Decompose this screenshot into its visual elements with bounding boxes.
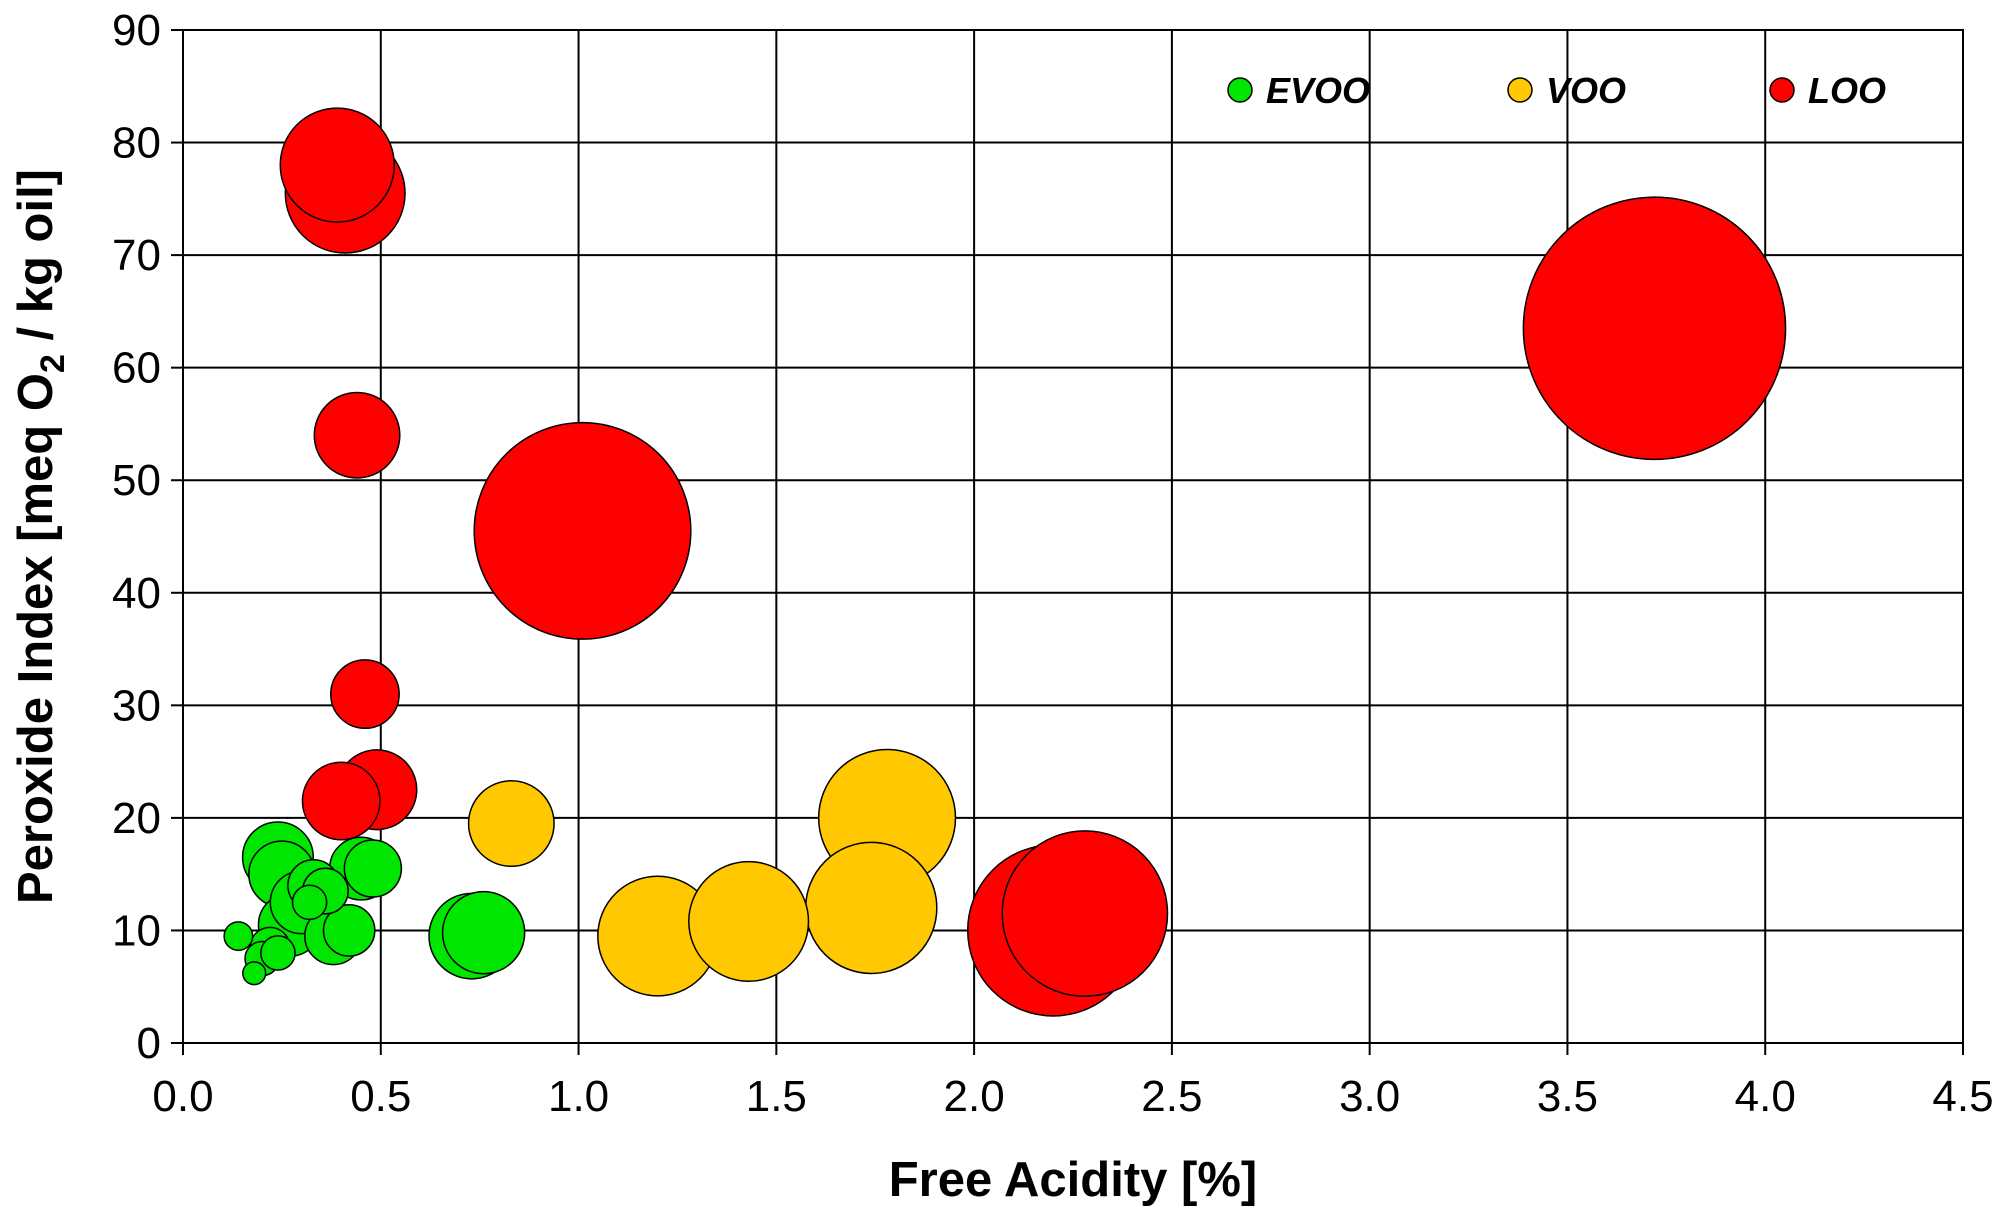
axis-ticks: 0.0 0.5 1.0 1.5 2.0 2.5 3.0 3.5 4.0 4.5 0 10 20 30 40 5… [112,6,1994,1121]
x-tick-label: 1.0 [548,1072,609,1121]
voo-bubble [688,860,810,983]
series-loo [279,107,1787,1017]
loo-bubble [330,659,400,730]
y-tick-label: 80 [112,119,161,168]
legend-label-voo: VOO [1546,70,1626,111]
bubbles [223,107,1787,1017]
y-axis-title-part-2: / kg oil] [9,169,63,354]
x-tick-label: 2.5 [1141,1072,1202,1121]
y-axis-title-part-1: Peroxide Index [meq O [9,373,63,904]
y-tick-label: 40 [112,569,161,618]
x-tick-label: 1.5 [746,1072,807,1121]
loo-bubble [279,107,396,223]
x-tick-label: 0.0 [152,1072,213,1121]
evoo-bubble [343,839,403,898]
y-tick-label: 10 [112,906,161,955]
loo-bubble [473,421,692,640]
legend-marker-voo [1507,77,1533,103]
legend: EVOO VOO LOO [1227,70,1886,111]
legend-label-evoo: EVOO [1266,70,1370,111]
voo-bubble [804,841,938,975]
legend-marker-loo [1769,77,1795,103]
x-tick-label: 4.0 [1735,1072,1796,1121]
series-evoo [223,821,526,986]
evoo-bubble [291,884,328,921]
evoo-bubble [322,904,376,957]
loo-bubble [1001,830,1169,997]
loo-bubble [301,761,381,841]
voo-bubble [467,780,555,868]
x-tick-label: 4.5 [1932,1072,1993,1121]
y-tick-label: 90 [112,6,161,55]
y-tick-label: 60 [112,344,161,393]
y-tick-label: 20 [112,794,161,843]
y-tick-label: 30 [112,681,161,730]
y-tick-label: 50 [112,456,161,505]
series-voo [467,748,957,997]
evoo-bubble [223,921,254,952]
legend-marker-evoo [1227,77,1253,103]
x-tick-label: 2.0 [944,1072,1005,1121]
y-axis-title-subscript: 2 [34,354,72,373]
evoo-bubble [242,961,267,986]
evoo-bubble [441,890,526,975]
x-tick-label: 0.5 [350,1072,411,1121]
y-tick-label: 70 [112,231,161,280]
x-axis-title: Free Acidity [%] [889,1153,1257,1207]
loo-bubble [1522,196,1787,461]
legend-label-loo: LOO [1808,70,1886,111]
y-axis-title: Peroxide Index [meq O2 / kg oil] [9,169,72,904]
plot-border [182,29,1964,1044]
loo-bubble [313,391,401,479]
y-tick-label: 0 [137,1019,161,1068]
x-tick-label: 3.5 [1537,1072,1598,1121]
evoo-bubble [260,935,296,971]
x-tick-label: 3.0 [1339,1072,1400,1121]
